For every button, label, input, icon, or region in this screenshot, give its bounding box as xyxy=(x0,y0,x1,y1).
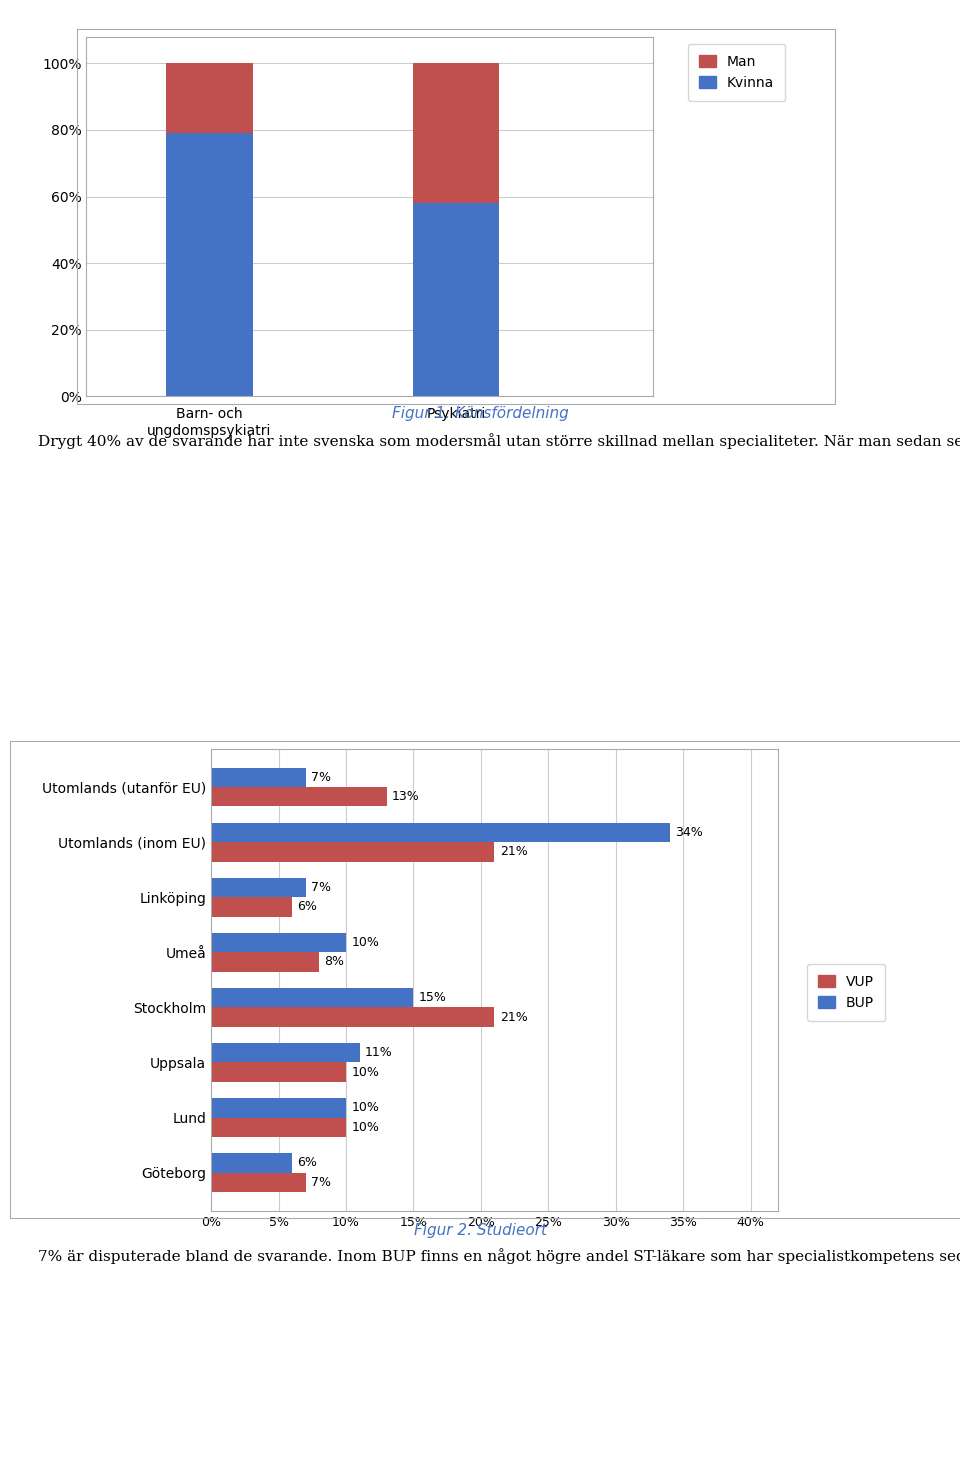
Bar xyxy=(211,843,494,862)
Text: 7%: 7% xyxy=(311,1176,331,1189)
Bar xyxy=(211,934,346,953)
Text: Figur 1. Könsfördelning: Figur 1. Könsfördelning xyxy=(392,407,568,421)
Text: 21%: 21% xyxy=(500,846,528,859)
Bar xyxy=(166,134,252,396)
Bar xyxy=(211,1063,346,1082)
Bar xyxy=(211,878,305,897)
Bar xyxy=(166,63,252,134)
Bar xyxy=(211,1044,360,1063)
Text: 8%: 8% xyxy=(324,956,345,969)
Bar xyxy=(211,1007,494,1026)
Bar xyxy=(211,1117,346,1136)
Bar xyxy=(211,953,319,972)
Text: 21%: 21% xyxy=(500,1010,528,1023)
Text: 10%: 10% xyxy=(351,1101,379,1114)
Legend: Man, Kvinna: Man, Kvinna xyxy=(688,44,785,101)
Text: 13%: 13% xyxy=(392,790,420,803)
Legend: VUP, BUP: VUP, BUP xyxy=(807,963,885,1020)
Text: 34%: 34% xyxy=(675,826,703,840)
Text: 11%: 11% xyxy=(365,1047,393,1060)
Text: 7%: 7% xyxy=(311,881,331,894)
Bar xyxy=(211,1173,305,1192)
Bar xyxy=(413,63,499,203)
Text: Drygt 40% av de svarande har inte svenska som modersmål utan större skillnad mel: Drygt 40% av de svarande har inte svensk… xyxy=(38,433,960,449)
Bar xyxy=(211,1154,292,1173)
Bar xyxy=(211,1098,346,1117)
Text: 10%: 10% xyxy=(351,1066,379,1079)
Text: 7%: 7% xyxy=(311,771,331,784)
Text: 6%: 6% xyxy=(298,1157,318,1170)
Text: 10%: 10% xyxy=(351,1120,379,1133)
Bar xyxy=(211,988,414,1007)
Bar xyxy=(211,897,292,916)
Text: 15%: 15% xyxy=(419,991,446,1004)
Text: 10%: 10% xyxy=(351,937,379,950)
Text: Figur 2. Studieort: Figur 2. Studieort xyxy=(414,1223,546,1238)
Bar xyxy=(211,824,670,843)
Bar xyxy=(211,787,387,806)
Text: 6%: 6% xyxy=(298,900,318,913)
Bar xyxy=(413,203,499,396)
Text: 7% är disputerade bland de svarande. Inom BUP finns en något högre andel ST-läka: 7% är disputerade bland de svarande. Ino… xyxy=(38,1248,960,1264)
Bar xyxy=(211,768,305,787)
